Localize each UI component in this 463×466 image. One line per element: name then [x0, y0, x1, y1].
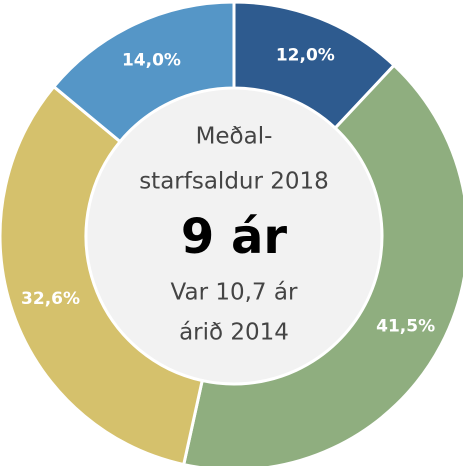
center-text: Var 10,7 ár — [171, 280, 298, 306]
center-text: 9 ár — [181, 209, 288, 265]
center-text: árið 2014 — [179, 320, 289, 346]
donut-hole — [86, 88, 382, 384]
center-text: Meðal- — [196, 124, 273, 150]
donut-segment — [181, 63, 463, 466]
donut-segment — [0, 84, 204, 466]
center-text: starfsaldur 2018 — [139, 169, 329, 195]
data-label: 14,0% — [122, 50, 181, 70]
data-label: 12,0% — [276, 46, 335, 66]
data-label: 41,5% — [376, 316, 435, 336]
donut-segment — [51, 0, 236, 144]
data-label: 32,6% — [21, 289, 80, 309]
